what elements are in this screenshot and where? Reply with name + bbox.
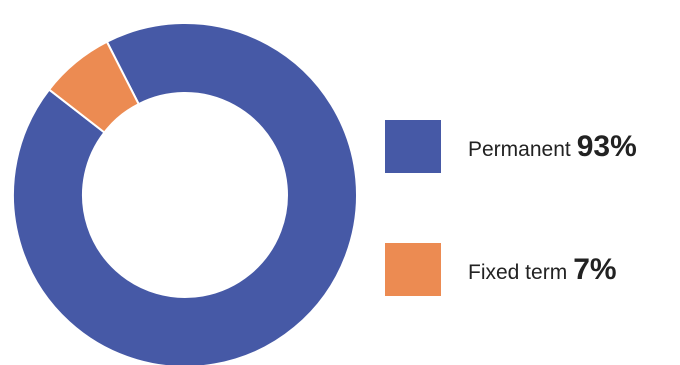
legend-swatch-fixed-term bbox=[385, 243, 441, 296]
legend-label-permanent: Permanent bbox=[468, 137, 571, 161]
donut-slice-permanent bbox=[12, 22, 358, 365]
legend-item-permanent: Permanent 93% bbox=[385, 120, 637, 173]
legend-value-fixed-term: 7% bbox=[573, 252, 617, 286]
donut-chart bbox=[12, 22, 358, 365]
legend-text-fixed-term: Fixed term 7% bbox=[468, 253, 617, 287]
legend-label-fixed-term: Fixed term bbox=[468, 260, 568, 284]
legend-item-fixed-term: Fixed term 7% bbox=[385, 243, 617, 296]
legend-swatch-permanent bbox=[385, 120, 441, 173]
legend-text-permanent: Permanent 93% bbox=[468, 130, 637, 164]
legend-value-permanent: 93% bbox=[576, 129, 637, 163]
donut-slice-fixed-term bbox=[47, 40, 141, 134]
